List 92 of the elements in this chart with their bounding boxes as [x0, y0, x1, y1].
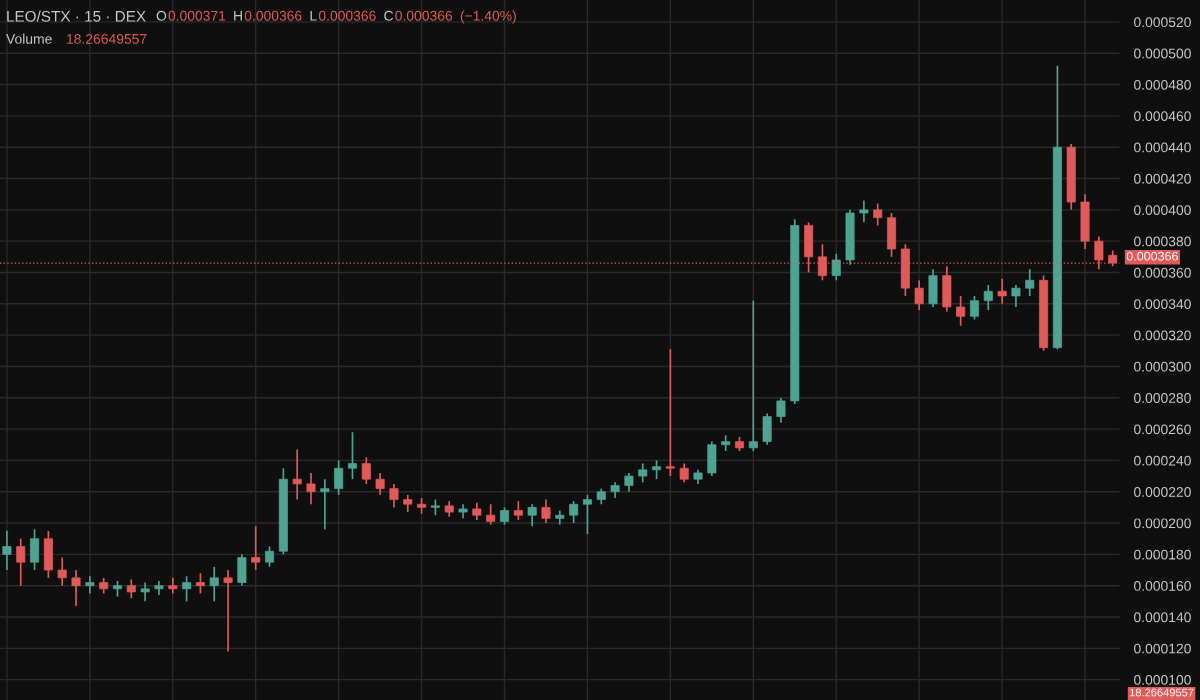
candlestick — [513, 500, 523, 521]
candlestick — [195, 572, 205, 595]
annotation: L0.000366 — [310, 10, 376, 21]
candlestick — [693, 468, 703, 485]
candlestick — [679, 462, 689, 484]
y-tick-label: 0.000320 — [1134, 330, 1191, 341]
candlestick — [1025, 268, 1035, 297]
y-tick-label: 0.000480 — [1134, 79, 1191, 90]
candlestick — [43, 530, 53, 579]
candlestick — [873, 202, 883, 227]
candlestick — [458, 503, 468, 520]
candlestick — [2, 530, 12, 571]
y-tick-label: 0.000400 — [1134, 205, 1191, 216]
y-tick-label: 0.000440 — [1134, 142, 1191, 153]
y-tick-label: 0.000340 — [1134, 299, 1191, 309]
candlestick — [223, 569, 233, 653]
y-tick-label: 0.000420 — [1134, 173, 1191, 184]
candlestick — [182, 575, 192, 603]
candlestick — [942, 265, 952, 313]
candlestick — [347, 431, 357, 481]
annotation: 18.26649557 — [67, 33, 147, 44]
candlestick — [16, 537, 26, 587]
candlestick — [30, 528, 40, 571]
candlestick — [845, 209, 855, 266]
y-tick-label: 0.000160 — [1134, 581, 1191, 591]
annotation: H0.000366 — [234, 10, 302, 21]
candlestick — [914, 279, 924, 311]
candlestick — [956, 295, 966, 327]
ref-line-label: 0.000366 — [1126, 251, 1178, 261]
candlestick — [320, 478, 330, 531]
candlestick — [1011, 284, 1021, 308]
candlestick — [624, 472, 634, 493]
candlestick — [582, 494, 592, 535]
candlestick — [361, 456, 371, 485]
candlestick — [472, 501, 482, 521]
y-tick-label: 0.000240 — [1134, 455, 1191, 466]
y-tick-label: 0.000520 — [1134, 17, 1191, 28]
annotation: Volume — [6, 33, 52, 44]
y-tick-label: 0.000260 — [1134, 424, 1191, 435]
candlestick — [140, 581, 150, 603]
candlestick — [555, 509, 565, 526]
text: 18.26649557 — [1129, 688, 1194, 697]
y-tick-label: 0.000200 — [1134, 518, 1191, 529]
candlestick — [57, 556, 67, 587]
candlestick — [859, 199, 869, 224]
candlestick — [665, 348, 675, 477]
candlestick — [762, 412, 772, 446]
candlestick — [251, 525, 261, 571]
candlestick — [997, 277, 1007, 305]
y-tick-label: 0.000300 — [1134, 361, 1191, 372]
candlestick — [209, 566, 219, 603]
y-tick-label: 0.000380 — [1134, 236, 1191, 247]
candlestick — [707, 440, 717, 477]
candlestick — [306, 472, 316, 506]
candlestick — [527, 503, 537, 528]
candlestick — [596, 487, 606, 506]
candlestick — [1080, 193, 1090, 250]
candlestick — [569, 500, 579, 524]
candlestick — [444, 500, 454, 518]
candlestick — [541, 498, 551, 524]
y-tick-label: 0.000220 — [1134, 487, 1191, 497]
candlestick — [389, 483, 399, 509]
annotation: (−1.40%) — [460, 10, 516, 24]
candlestick — [403, 494, 413, 513]
candlestick — [154, 580, 164, 596]
candlestick — [1066, 143, 1076, 211]
candlestick — [126, 578, 136, 600]
candlestick — [292, 448, 302, 501]
candlestick — [168, 577, 178, 595]
annotation: O0.000371 — [156, 10, 226, 21]
y-tick-label: 0.000460 — [1134, 111, 1191, 122]
candlestick — [928, 268, 938, 308]
annotation: C0.000366 — [384, 10, 453, 21]
candlestick — [776, 396, 786, 424]
y-tick-label: 0.000360 — [1134, 267, 1191, 278]
candlestick — [265, 545, 275, 568]
candlestick — [652, 459, 662, 481]
y-tick-label: 0.000140 — [1134, 612, 1191, 623]
candlestick — [85, 575, 95, 595]
candlestick — [610, 481, 620, 499]
y-tick-label: 0.000120 — [1134, 643, 1191, 654]
candlestick — [748, 299, 758, 452]
candlestick — [887, 212, 897, 258]
candlestick — [969, 295, 979, 321]
candlestick — [237, 553, 247, 587]
candlestick — [638, 462, 648, 484]
candlestick — [71, 569, 81, 607]
text: LEO/STX · 15 · DEX — [7, 10, 146, 22]
y-tick-label: 0.000100 — [1134, 674, 1191, 685]
y-tick-label: 0.000180 — [1134, 549, 1191, 560]
y-tick-label: 0.000280 — [1134, 393, 1191, 403]
y-tick-label: 0.000500 — [1134, 48, 1191, 59]
